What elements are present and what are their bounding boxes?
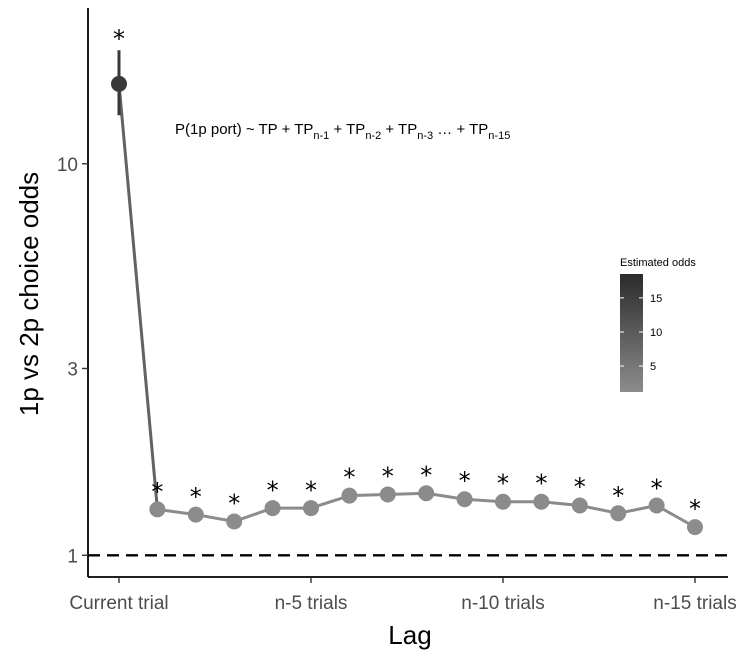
significance-star: * [343,464,355,492]
significance-star: * [190,483,202,511]
significance-star: * [305,477,317,505]
data-point [379,486,396,503]
data-point [495,493,511,510]
x-tick-label: n-10 trials [461,593,544,614]
data-point [533,493,550,510]
data-point [264,500,281,517]
data-point [418,485,435,502]
significance-star: * [382,462,394,490]
significance-star: * [689,495,701,523]
legend-tick-label: 10 [650,327,662,339]
legend-tick-label: 15 [650,293,662,305]
data-point [456,491,473,508]
y-tick-label: 3 [67,359,78,380]
x-tick-label: Current trial [69,593,168,614]
data-point [111,75,127,92]
significance-star: * [612,482,624,510]
significance-star: * [459,467,471,495]
equation-part: + TP [381,121,417,138]
x-tick-label: n-15 trials [653,593,736,614]
y-ticks: 1 3 10 [57,155,88,567]
data-point [226,513,243,530]
y-tick-label: 10 [57,155,78,176]
x-tick-label: n-5 trials [275,593,348,614]
axes [87,8,728,578]
significance-star: * [574,473,586,501]
equation-subscript: n-1 [313,130,329,142]
series-odds [111,50,703,536]
data-point [149,501,166,518]
model-equation: P(1p port) ~ TP + TPn-1 + TPn-2 + TPn-3 … [175,121,510,142]
significance-star: * [151,478,163,506]
legend-tick-label: 5 [650,361,656,373]
equation-subscript: n-3 [417,130,433,142]
data-point [687,519,703,536]
legend-ticks: 5 10 15 [620,293,662,373]
significance-star: * [113,25,125,53]
equation-part: … + TP [433,121,488,138]
equation-part: P(1p port) ~ TP + TP [175,121,313,138]
significance-star: * [497,469,509,497]
significance-star: * [228,490,240,518]
equation-subscript: n-2 [365,130,381,142]
equation-part: + TP [329,121,365,138]
significance-star: * [267,477,279,505]
data-point [648,497,665,514]
legend-title: Estimated odds [620,257,696,269]
significance-markers: * * * * * * * * * * * * * * * * [113,25,701,523]
legend-colorbar [620,274,643,392]
data-point [571,497,588,514]
x-axis-title: Lag [388,620,431,650]
data-point [610,505,627,522]
data-point [303,500,319,517]
equation-subscript: n-15 [488,130,510,142]
y-axis-title: 1p vs 2p choice odds [14,172,44,416]
significance-star: * [651,474,663,502]
data-point [187,506,204,523]
legend: Estimated odds 5 10 15 [620,257,696,392]
series-line-segment [117,83,159,510]
data-point [341,487,358,504]
x-ticks: Current trial n-5 trials n-10 trials n-15 t… [69,577,737,614]
significance-star: * [420,461,432,489]
significance-star: * [535,469,547,497]
y-tick-label: 1 [67,546,78,567]
